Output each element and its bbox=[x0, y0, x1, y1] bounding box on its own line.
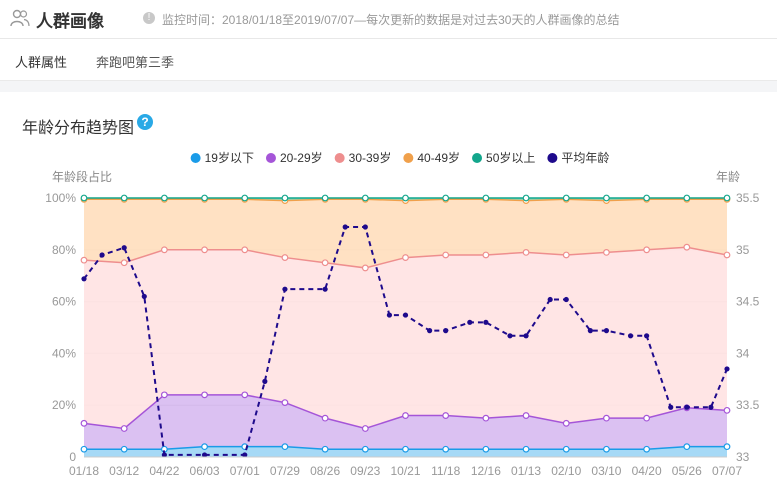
tab-running-man-s3[interactable]: 奔跑吧第三季 bbox=[96, 55, 175, 70]
help-icon[interactable]: ? bbox=[137, 114, 153, 130]
tab-crowd-attributes[interactable]: 人群属性 bbox=[15, 55, 68, 70]
tab-bar: 人群属性 奔跑吧第三季 bbox=[0, 39, 777, 81]
monitor-period-text: 监控时间：2018/01/18至2019/07/07—每次更新的数据是对过去30… bbox=[162, 13, 620, 27]
chart-card bbox=[0, 92, 777, 502]
chart-title: 年龄分布趋势图 bbox=[22, 120, 135, 137]
page-title: 人群画像 bbox=[36, 12, 104, 31]
info-icon[interactable]: ! bbox=[143, 12, 155, 24]
people-icon bbox=[10, 9, 30, 27]
page-header: 人群画像 ! 监控时间：2018/01/18至2019/07/07—每次更新的数… bbox=[0, 0, 777, 39]
